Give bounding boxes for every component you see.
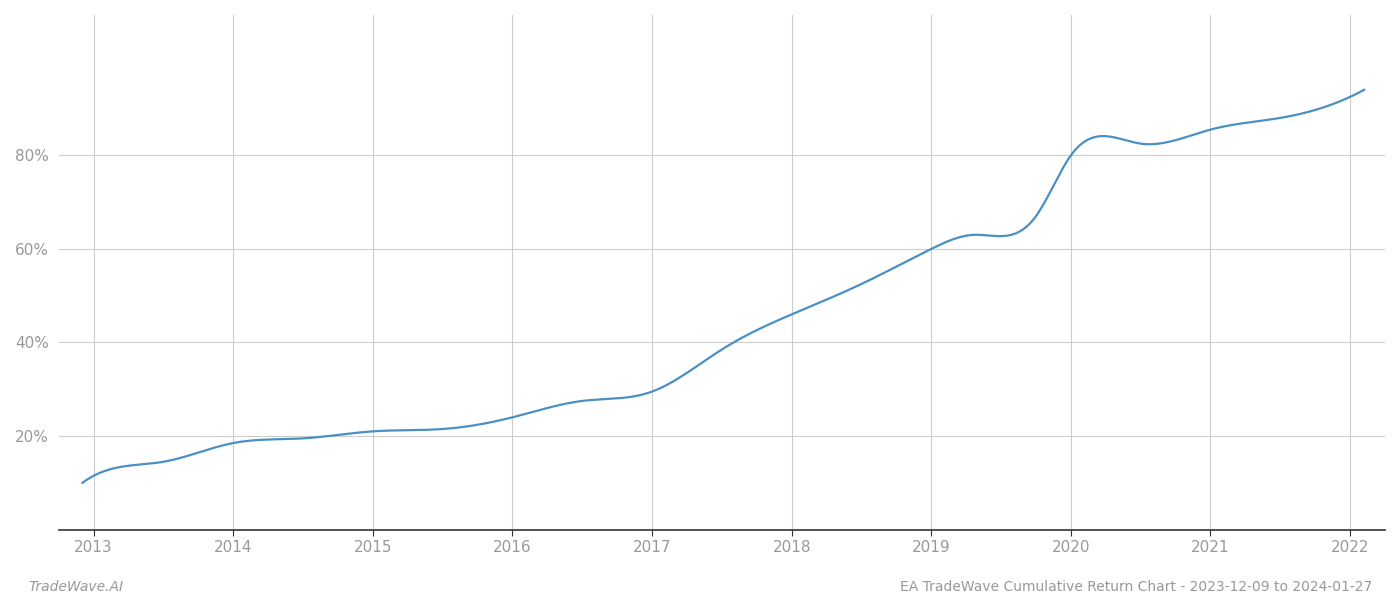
Text: TradeWave.AI: TradeWave.AI	[28, 580, 123, 594]
Text: EA TradeWave Cumulative Return Chart - 2023-12-09 to 2024-01-27: EA TradeWave Cumulative Return Chart - 2…	[900, 580, 1372, 594]
